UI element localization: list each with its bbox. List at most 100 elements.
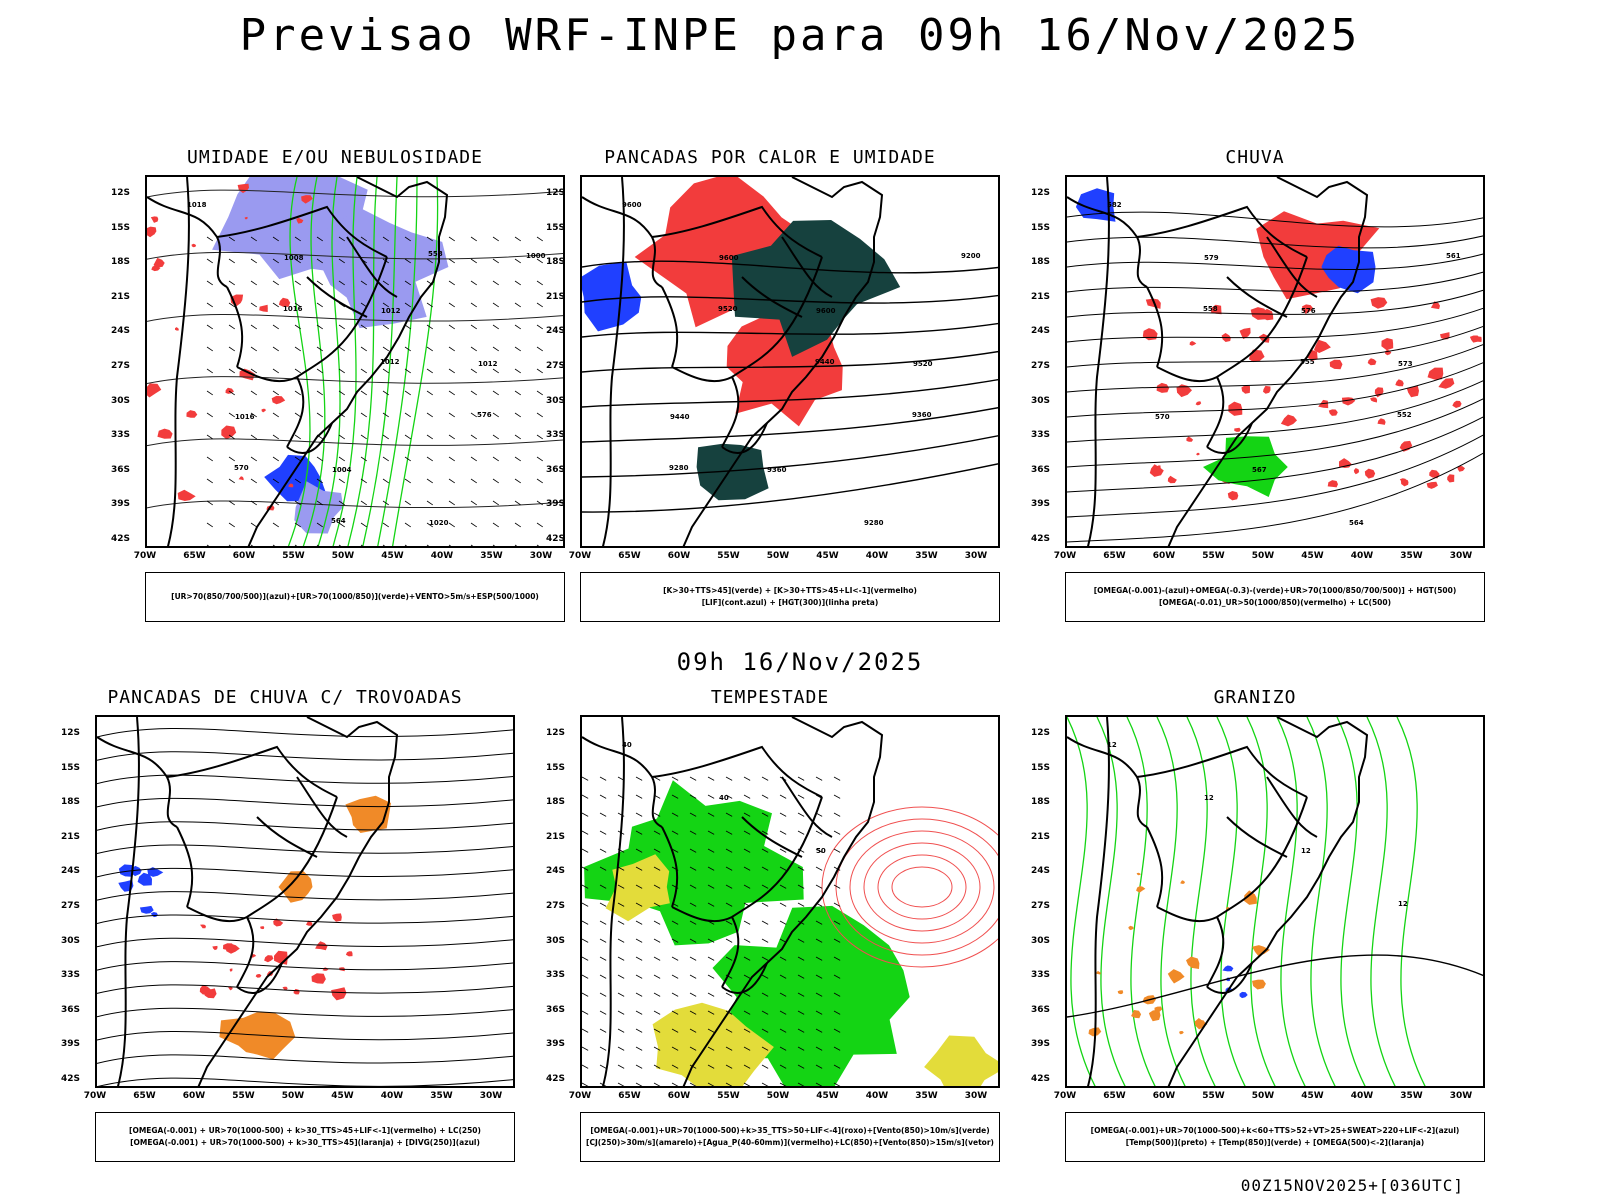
panel-title: PANCADAS DE CHUVA C/ TROVOADAS: [107, 687, 463, 708]
contour-line: [1366, 717, 1396, 1086]
wind-vector: [250, 258, 258, 264]
wind-vector: [761, 812, 769, 817]
wind-vector: [426, 478, 434, 484]
wind-vector: [689, 992, 697, 997]
wind-vector: [228, 236, 236, 242]
shaded-area: [1203, 436, 1288, 497]
panel-title: PANCADAS POR CALOR E UMIDADE: [604, 147, 936, 168]
shaded-area: [1128, 925, 1134, 931]
wind-vector: [514, 324, 522, 330]
lat-tick-label: 27S: [546, 361, 566, 371]
wind-vector: [470, 302, 478, 308]
shaded-area: [1258, 333, 1270, 343]
wind-vector: [779, 830, 787, 835]
shaded-area: [345, 951, 353, 957]
wind-vector: [338, 544, 342, 546]
legend-box: [OMEGA(-0.001)-(azul)+OMEGA(-0.3)-(verde…: [1065, 572, 1485, 622]
shaded-area: [1195, 401, 1202, 406]
lon-tick-label: 50W: [1251, 1091, 1275, 1101]
wind-vector: [360, 544, 364, 546]
wind-vector: [470, 412, 478, 418]
wind-vector: [635, 866, 643, 871]
lon-tick-label: 65W: [1103, 1091, 1126, 1101]
wind-vector: [338, 500, 346, 506]
coastline: [197, 717, 399, 1086]
lat-tick-label: 24S: [1031, 866, 1051, 877]
shaded-area: [212, 945, 218, 951]
lat-tick-label: 42S: [1031, 1074, 1051, 1084]
wind-vector: [404, 412, 412, 418]
wind-vector: [492, 456, 500, 462]
wind-vector: [250, 236, 258, 242]
wind-vector: [725, 1046, 733, 1051]
lat-tick-label: 21S: [111, 291, 131, 302]
wind-vector: [833, 902, 841, 907]
wind-vector: [599, 1010, 607, 1015]
wind-vector: [426, 544, 430, 546]
wind-vector: [671, 812, 679, 817]
wind-vector: [316, 412, 324, 418]
contour-label: 9600: [719, 254, 739, 262]
wind-vector: [635, 902, 643, 907]
wind-vector: [492, 302, 500, 308]
wind-vector: [228, 456, 236, 462]
wind-vector: [316, 500, 324, 506]
legend-text: [UR>70(850/700/500)](azul)+[UR>70(1000/8…: [171, 592, 539, 601]
wind-vector: [492, 280, 500, 286]
lat-tick-label: 21S: [546, 291, 566, 302]
contour-line: [1096, 717, 1126, 1086]
state-border: [1216, 256, 1308, 378]
wind-vector: [206, 368, 214, 374]
shaded-area: [278, 871, 313, 903]
wind-vector: [492, 478, 500, 484]
lon-tick-label: 40W: [1350, 1091, 1374, 1101]
contour-line: [1067, 362, 1483, 418]
wind-vector: [797, 902, 805, 907]
wind-vector: [426, 456, 434, 462]
wind-vector: [761, 1082, 769, 1086]
legend-box: [UR>70(850/700/500)](azul)+[UR>70(1000/8…: [145, 572, 565, 622]
state-border: [1086, 177, 1110, 546]
wind-vector: [617, 938, 625, 943]
wind-vector: [536, 280, 544, 286]
wind-vector: [761, 794, 769, 799]
lat-tick-label: 24S: [61, 866, 81, 877]
shaded-area: [1167, 475, 1177, 484]
wind-vector: [206, 522, 214, 528]
wind-vector: [272, 456, 280, 462]
wind-vector: [206, 302, 214, 308]
wind-vector: [689, 974, 697, 979]
wind-vector: [316, 324, 324, 330]
wind-vector: [536, 456, 544, 462]
wind-vector: [797, 956, 805, 961]
wind-vector: [360, 390, 368, 396]
shaded-area: [1196, 452, 1200, 456]
wind-vector: [206, 236, 214, 242]
shaded-area: [244, 216, 248, 220]
wind-vector: [653, 830, 661, 835]
wind-vector: [250, 368, 258, 374]
shaded-area: [1149, 464, 1164, 477]
shaded-area: [1329, 359, 1343, 370]
wind-vector: [294, 324, 302, 330]
wind-vector: [617, 992, 625, 997]
wind-vector: [653, 974, 661, 979]
panel-umidade: UMIDADE E/OU NEBULOSIDADE 1018 1008 1012 101…: [95, 147, 575, 647]
contour-line: [1067, 289, 1483, 318]
lat-tick-label: 18S: [546, 797, 566, 808]
wind-vector: [653, 848, 661, 853]
lat-tick-label: 42S: [1031, 534, 1051, 544]
wind-vector: [797, 1046, 805, 1051]
wind-vector: [470, 236, 478, 242]
state-border: [731, 256, 823, 378]
contour-line: [891, 866, 953, 908]
wind-vector: [228, 412, 236, 418]
shaded-area: [1438, 378, 1455, 389]
lat-tick-label: 12S: [61, 728, 81, 738]
lon-tick-label: 50W: [1251, 551, 1275, 561]
lat-tick-label: 18S: [1031, 257, 1051, 268]
wind-vector: [725, 956, 733, 961]
wind-vector: [338, 522, 346, 528]
wind-vector: [707, 902, 715, 907]
contour-line: [1186, 717, 1216, 1086]
